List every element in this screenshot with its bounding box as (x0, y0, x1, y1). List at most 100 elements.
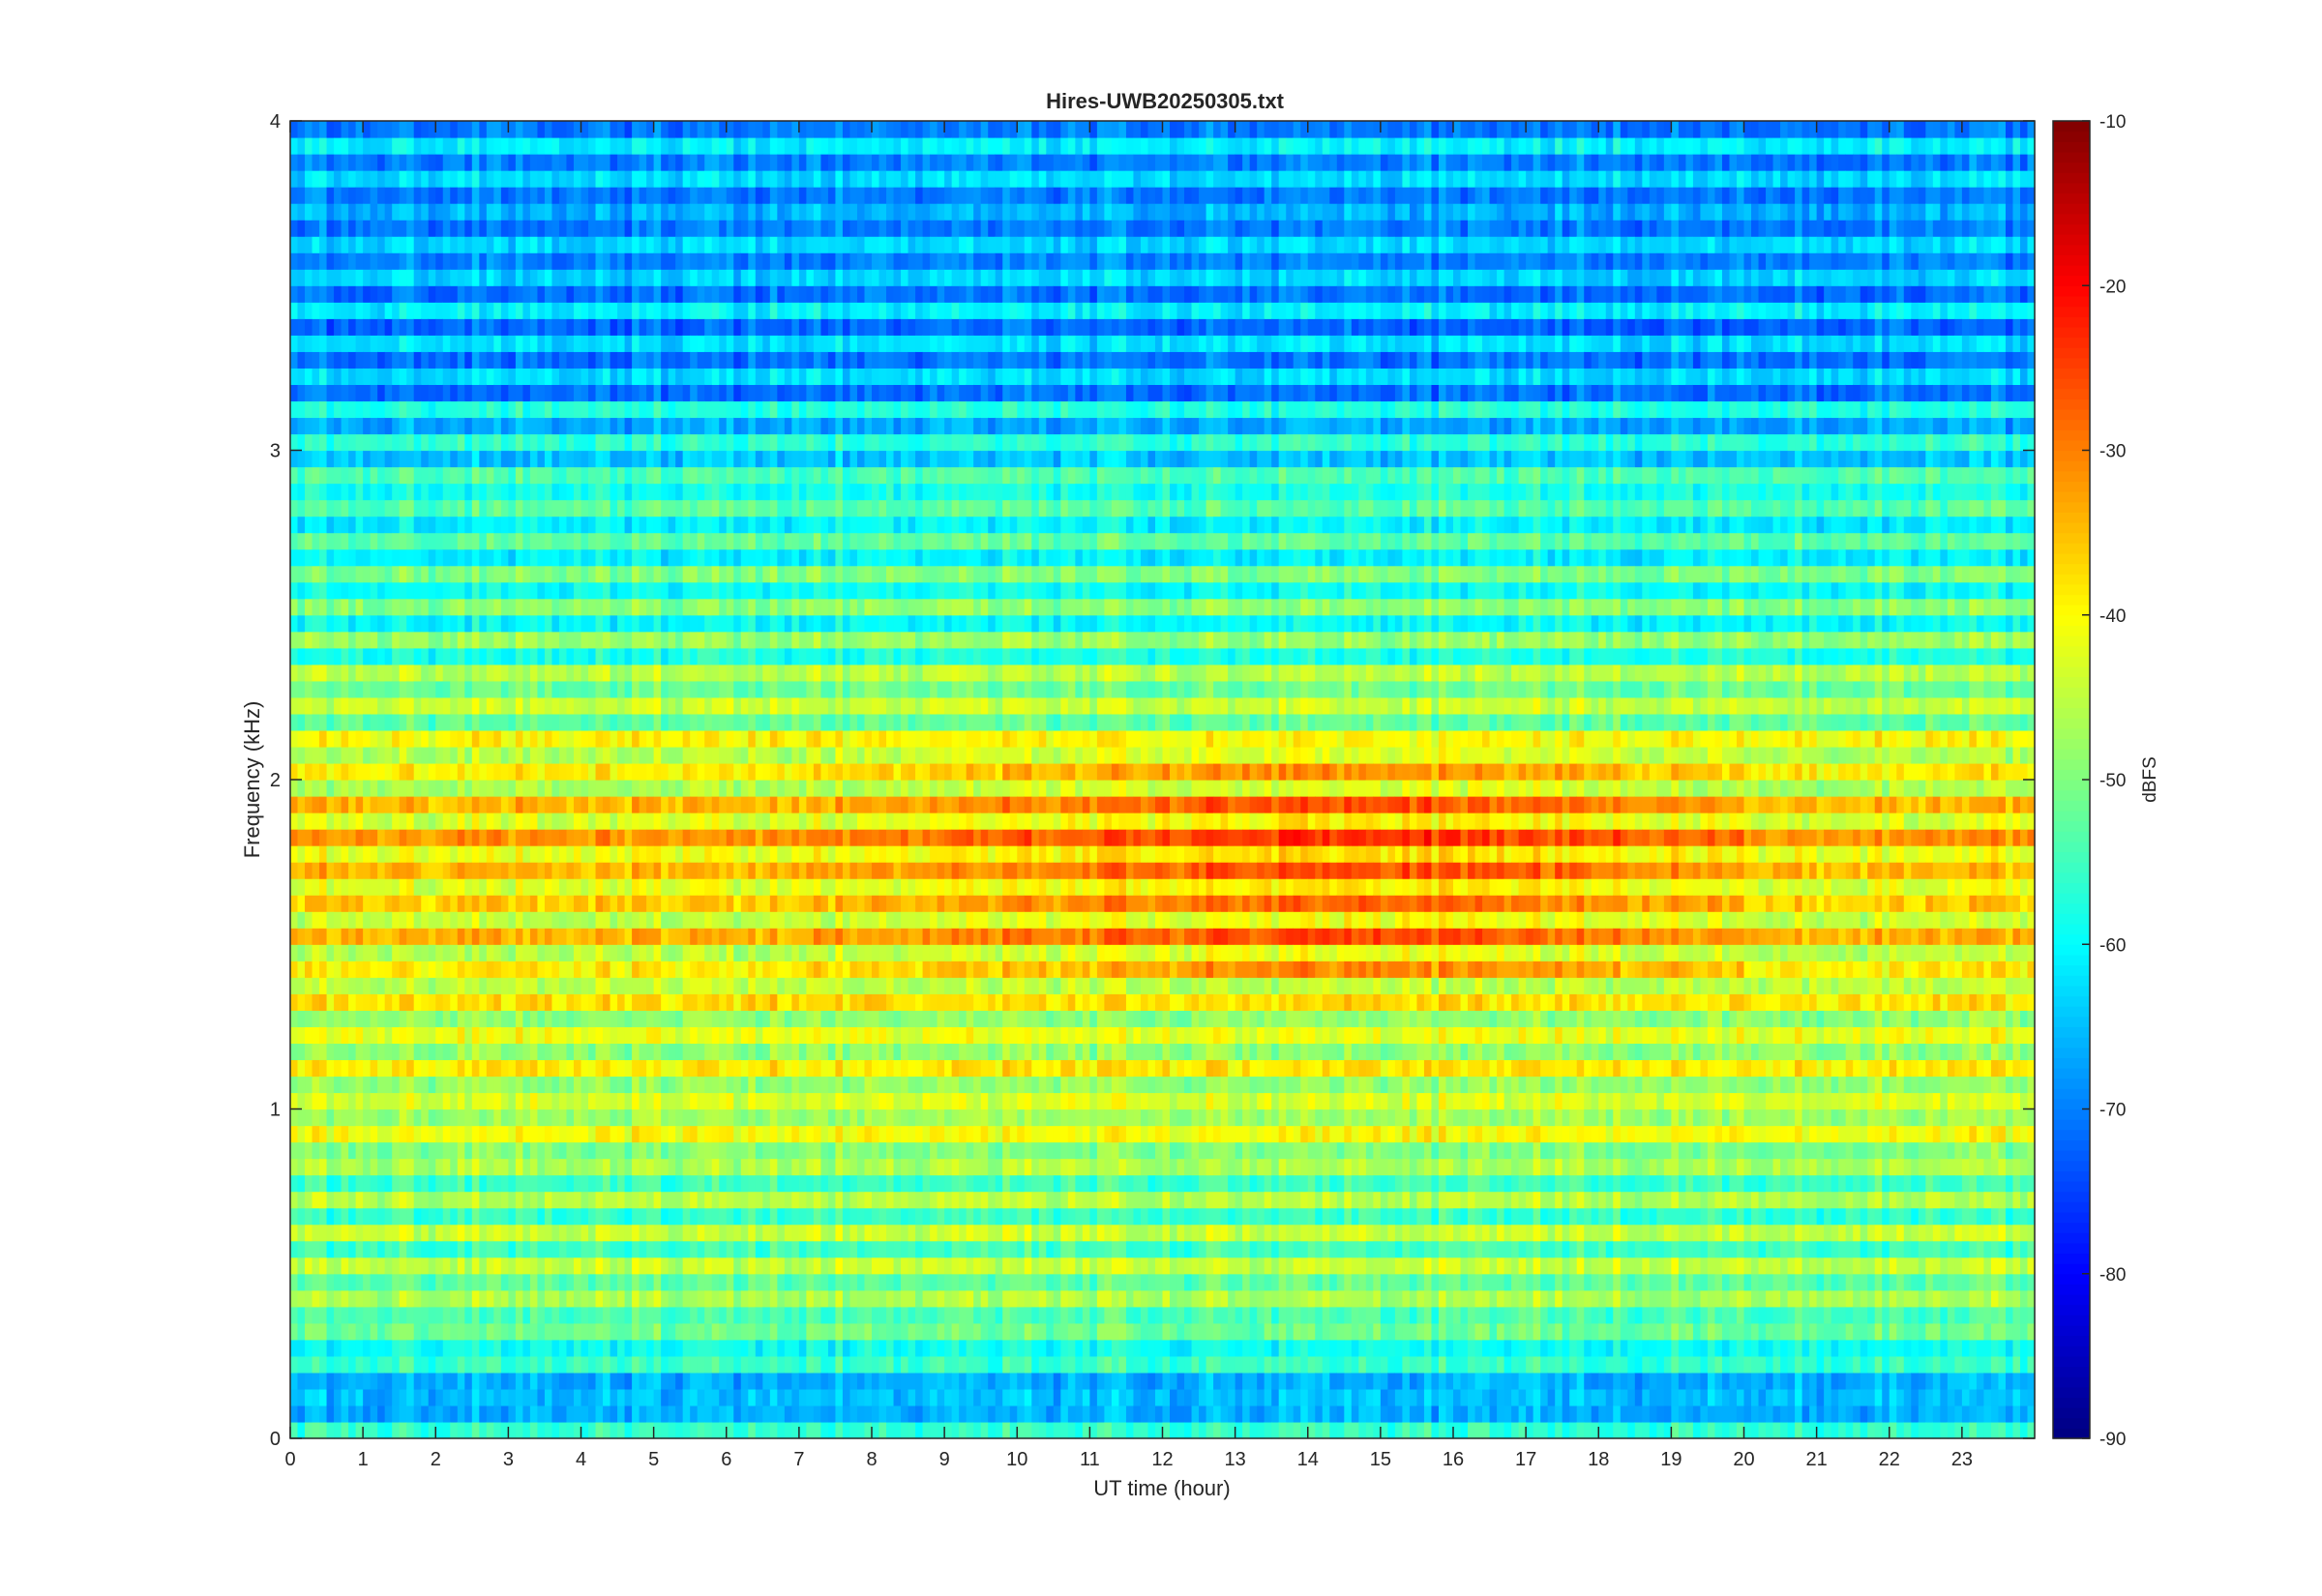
heatmap-cell (603, 631, 611, 649)
heatmap-cell (610, 1076, 618, 1094)
heatmap-cell (711, 664, 720, 682)
heatmap-cell (326, 598, 335, 616)
heatmap-cell (617, 154, 626, 171)
heatmap-cell (384, 154, 393, 171)
heatmap-cell (544, 762, 553, 781)
heatmap-cell (493, 516, 502, 534)
heatmap-cell (704, 203, 713, 221)
heatmap-cell (529, 1289, 539, 1308)
heatmap-cell (450, 1256, 459, 1275)
heatmap-cell (661, 483, 670, 501)
heatmap-cell (573, 796, 582, 813)
heatmap-cell (661, 780, 670, 797)
heatmap-cell (733, 581, 742, 600)
heatmap-cell (624, 813, 633, 830)
heatmap-cell (726, 631, 734, 649)
heatmap-cell (617, 417, 626, 435)
heatmap-cell (573, 944, 582, 961)
heatmap-cell (406, 499, 415, 517)
heatmap-cell (529, 780, 539, 797)
heatmap-cell (334, 1092, 342, 1110)
heatmap-cell (406, 696, 415, 715)
heatmap-cell (319, 466, 328, 485)
heatmap-cell (305, 1339, 313, 1357)
heatmap-cell (413, 878, 422, 896)
heatmap-cell (464, 1207, 473, 1226)
heatmap-cell (726, 483, 734, 501)
heatmap-cell (653, 1207, 662, 1226)
heatmap-cell (639, 631, 647, 649)
heatmap-cell (515, 1322, 523, 1341)
heatmap-cell (297, 1306, 306, 1324)
heatmap-cell (312, 631, 320, 649)
heatmap-cell (603, 762, 611, 781)
heatmap-cell (355, 696, 364, 715)
heatmap-cell (377, 680, 386, 698)
heatmap-cell (348, 1273, 357, 1291)
heatmap-cell (529, 1306, 539, 1324)
heatmap-cell (305, 713, 313, 731)
heatmap-cell (297, 516, 306, 534)
heatmap-cell (719, 878, 728, 896)
heatmap-cell (551, 154, 560, 171)
heatmap-cell (690, 878, 699, 896)
heatmap-cell (290, 368, 299, 385)
heatmap-cell (529, 236, 539, 253)
heatmap-cell (580, 993, 589, 1011)
heatmap-cell (392, 252, 401, 270)
heatmap-cell (537, 565, 546, 583)
heatmap-cell (566, 187, 575, 204)
heatmap-cell (668, 878, 676, 896)
heatmap-cell (334, 614, 342, 633)
heatmap-cell (646, 1322, 655, 1341)
heatmap-cell (558, 614, 568, 633)
heatmap-cell (566, 1108, 575, 1127)
heatmap-cell (486, 1322, 494, 1341)
heatmap-cell (297, 614, 306, 633)
heatmap-cell (639, 1339, 647, 1357)
heatmap-cell (290, 713, 299, 731)
heatmap-cell (653, 713, 662, 731)
heatmap-cell (363, 450, 372, 468)
heatmap-cell (355, 993, 364, 1011)
heatmap-cell (704, 1076, 713, 1094)
heatmap-cell (639, 993, 647, 1011)
heatmap-cell (573, 713, 582, 731)
heatmap-cell (341, 384, 349, 402)
heatmap-cell (726, 1224, 734, 1242)
heatmap-cell (653, 1240, 662, 1258)
heatmap-cell (305, 1224, 313, 1242)
heatmap-cell (399, 762, 407, 781)
heatmap-cell (726, 1388, 734, 1406)
heatmap-cell (595, 335, 604, 352)
heatmap-cell (428, 862, 436, 879)
heatmap-cell (355, 713, 364, 731)
heatmap-cell (617, 483, 626, 501)
heatmap-cell (661, 565, 670, 583)
heatmap-cell (471, 1339, 480, 1357)
heatmap-cell (661, 1372, 670, 1390)
heatmap-cell (624, 532, 633, 550)
heatmap-cell (603, 1125, 611, 1143)
heatmap-cell (319, 961, 328, 978)
heatmap-cell (632, 384, 640, 402)
heatmap-cell (341, 285, 349, 303)
heatmap-cell (719, 664, 728, 682)
heatmap-cell (297, 1191, 306, 1209)
heatmap-cell (305, 368, 313, 385)
heatmap-cell (558, 780, 568, 797)
heatmap-cell (690, 713, 699, 731)
heatmap-cell (319, 1141, 328, 1160)
heatmap-cell (690, 598, 699, 616)
heatmap-cell (471, 1043, 480, 1061)
heatmap-cell (573, 581, 582, 600)
heatmap-cell (384, 664, 393, 682)
heatmap-cell (377, 1043, 386, 1061)
heatmap-cell (580, 1240, 589, 1258)
heatmap-cell (471, 1026, 480, 1044)
heatmap-cell (719, 911, 728, 929)
heatmap-cell (603, 516, 611, 534)
heatmap-cell (326, 664, 335, 682)
heatmap-cell (624, 1092, 633, 1110)
heatmap-cell (312, 1191, 320, 1209)
